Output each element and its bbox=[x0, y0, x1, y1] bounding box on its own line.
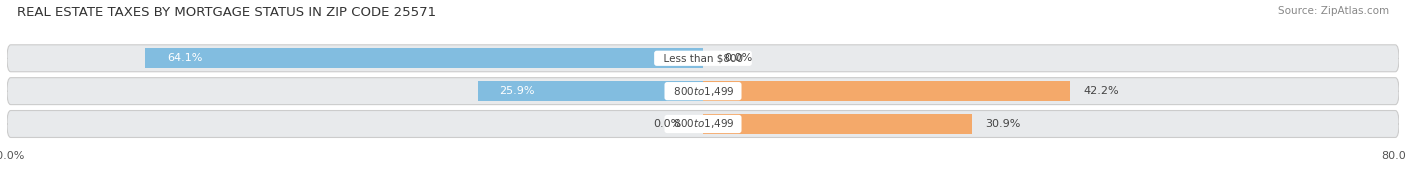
Bar bbox=[145, 48, 703, 68]
Text: $800 to $1,499: $800 to $1,499 bbox=[666, 117, 740, 131]
Text: 42.2%: 42.2% bbox=[1083, 86, 1119, 96]
FancyBboxPatch shape bbox=[7, 78, 1399, 105]
Text: 64.1%: 64.1% bbox=[167, 53, 202, 63]
Text: 0.0%: 0.0% bbox=[724, 53, 754, 63]
FancyBboxPatch shape bbox=[7, 111, 1399, 137]
Text: 25.9%: 25.9% bbox=[499, 86, 534, 96]
Bar bbox=[703, 114, 972, 134]
Text: Less than $800: Less than $800 bbox=[657, 53, 749, 63]
FancyBboxPatch shape bbox=[7, 45, 1399, 72]
Text: REAL ESTATE TAXES BY MORTGAGE STATUS IN ZIP CODE 25571: REAL ESTATE TAXES BY MORTGAGE STATUS IN … bbox=[17, 6, 436, 19]
Bar bbox=[478, 81, 703, 101]
Text: 0.0%: 0.0% bbox=[652, 119, 682, 129]
Text: Source: ZipAtlas.com: Source: ZipAtlas.com bbox=[1278, 6, 1389, 16]
Bar bbox=[703, 81, 1070, 101]
Text: $800 to $1,499: $800 to $1,499 bbox=[666, 85, 740, 98]
Text: 30.9%: 30.9% bbox=[984, 119, 1021, 129]
